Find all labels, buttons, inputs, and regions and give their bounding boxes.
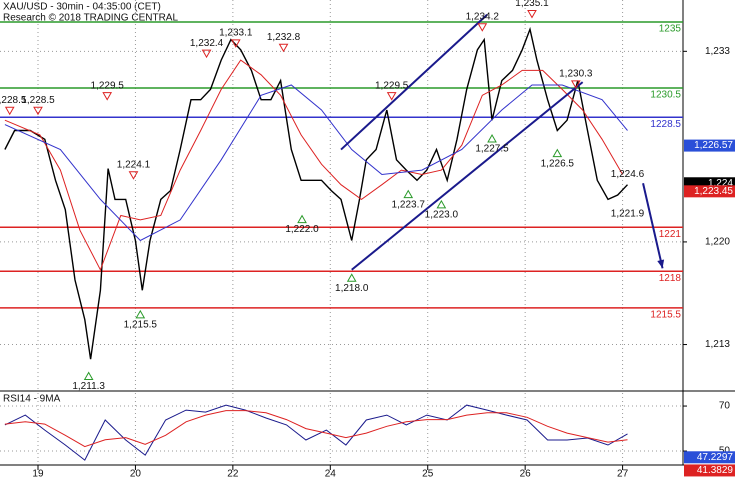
x-tick-label: 22 (227, 469, 239, 480)
level-label: 1221 (659, 229, 682, 240)
low-label: 1,226.5 (541, 158, 575, 169)
high-marker (33, 106, 43, 116)
series-line (4, 410, 628, 448)
low-label: 1,223.0 (425, 210, 459, 221)
high-marker (527, 10, 537, 19)
low-label: 1,211.3 (72, 381, 105, 392)
low-marker (135, 309, 146, 319)
high-label: 1,228.5 (21, 95, 55, 106)
series-line (4, 26, 629, 360)
level-label: 1228.5 (650, 119, 681, 130)
price-label: 1,224 (708, 178, 733, 189)
level-label: 1235 (659, 24, 682, 35)
high-label: 1,234.2 (466, 11, 500, 22)
rsi-title: RSI14 - 9MA (3, 394, 61, 405)
level-label: 1218 (659, 273, 682, 284)
price-box (684, 139, 735, 152)
low-label: 1,215.5 (124, 320, 158, 331)
chart-subtitle: Research © 2018 TRADING CENTRAL (3, 13, 178, 24)
high-marker (128, 171, 139, 180)
price-box (684, 451, 735, 464)
high-marker (102, 92, 113, 101)
y-tick-label: 70 (719, 401, 731, 412)
series-line (4, 404, 628, 461)
trend-line (351, 81, 584, 271)
x-tick-label: 26 (520, 469, 532, 480)
low-marker (487, 133, 497, 143)
price-box (684, 464, 735, 477)
high-marker (386, 92, 397, 101)
low-marker (403, 189, 414, 199)
arrow-head (657, 259, 665, 269)
x-tick-label: 19 (32, 469, 44, 480)
high-label: 1,229.5 (375, 80, 409, 91)
low-marker (552, 148, 563, 158)
high-label: 1,235.1 (515, 0, 549, 9)
high-label: 1,224.1 (117, 159, 151, 170)
note-label: 1,221.9 (611, 209, 645, 220)
y-tick-label: 1,213 (705, 339, 730, 350)
high-marker (230, 39, 241, 48)
y-tick-label: 50 (719, 446, 731, 457)
price-box (684, 185, 735, 198)
high-label: 1,228.5 (0, 95, 27, 106)
low-label: 1,222.0 (285, 224, 319, 235)
trend-line (642, 183, 664, 269)
low-marker (83, 371, 94, 380)
low-marker (297, 214, 307, 224)
low-label: 1,218.0 (335, 283, 369, 294)
level-label: 1215.5 (650, 310, 681, 321)
price-label: 1,223.45 (694, 186, 733, 197)
note-label: 1,224.6 (611, 169, 645, 180)
high-label: 1,230.3 (559, 69, 593, 80)
low-label: 1,223.7 (392, 199, 426, 210)
high-label: 1,232.4 (190, 38, 224, 49)
high-marker (4, 106, 15, 116)
high-label: 1,229.5 (90, 80, 124, 91)
x-tick-label: 20 (130, 469, 142, 480)
price-label: 41.3829 (697, 465, 734, 476)
y-tick-label: 1,233 (705, 46, 730, 57)
high-marker (201, 49, 212, 59)
x-tick-label: 24 (325, 469, 337, 480)
x-tick-label: 27 (617, 469, 629, 480)
trend-line (340, 13, 488, 151)
low-label: 1,227.5 (475, 144, 509, 155)
low-marker (346, 273, 357, 282)
high-marker (278, 43, 289, 53)
level-label: 1230.5 (650, 90, 681, 101)
chart-title: XAU/USD - 30min - 04:35:00 (CET) (3, 2, 161, 13)
y-tick-label: 1,220 (705, 237, 730, 248)
low-marker (436, 199, 447, 209)
series-line (4, 59, 624, 272)
high-marker (477, 23, 488, 32)
high-label: 1,233.1 (219, 27, 253, 38)
x-tick-label: 25 (422, 469, 434, 480)
price-label: 1,226.57 (694, 140, 733, 151)
series-line (4, 84, 628, 242)
high-marker (570, 80, 581, 89)
price-label: 47.2297 (697, 452, 734, 463)
high-label: 1,232.8 (267, 32, 301, 43)
